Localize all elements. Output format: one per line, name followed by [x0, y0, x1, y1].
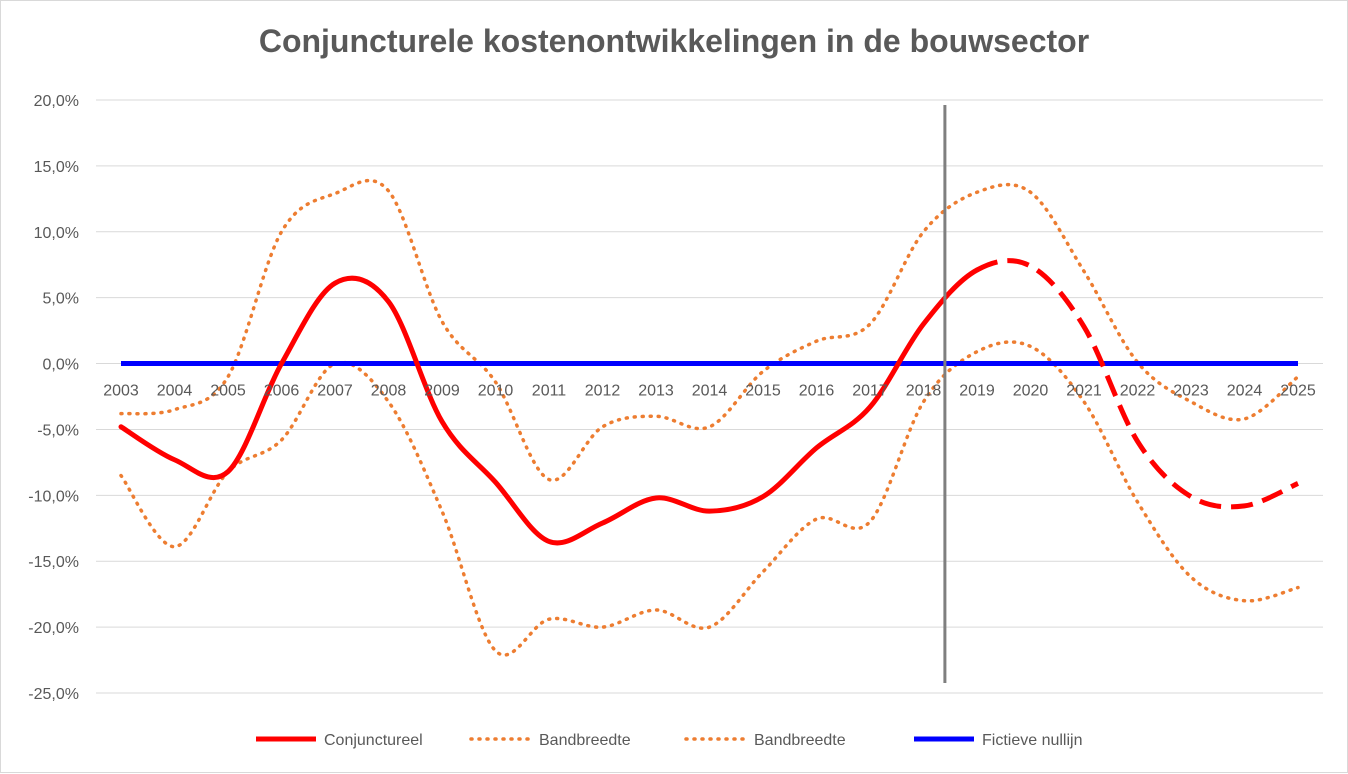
x-tick-label: 2021	[1066, 383, 1102, 400]
x-tick-label: 2007	[317, 383, 353, 400]
y-tick-label: 20,0%	[34, 93, 79, 110]
y-tick-label: 10,0%	[34, 225, 79, 242]
x-tick-label: 2012	[585, 383, 621, 400]
conjunctureel-line-actual	[118, 267, 980, 546]
conjunctureel-line-forecast	[975, 258, 1300, 510]
y-tick-label: 5,0%	[43, 291, 79, 308]
x-tick-label: 2005	[210, 383, 246, 400]
y-tick-label: 15,0%	[34, 159, 79, 176]
x-tick-label: 2019	[959, 383, 995, 400]
y-tick-label: -20,0%	[28, 620, 79, 637]
y-tick-label: 0,0%	[43, 357, 79, 374]
y-tick-label: -10,0%	[28, 488, 79, 505]
y-tick-label: -15,0%	[28, 554, 79, 571]
band-line-2	[119, 340, 1300, 657]
x-tick-label: 2023	[1173, 383, 1209, 400]
band-line-1	[119, 178, 1300, 482]
x-tick-label: 2013	[638, 383, 674, 400]
x-tick-label: 2016	[799, 383, 835, 400]
legend-label: Bandbreedte	[539, 732, 631, 749]
x-tick-label: 2003	[103, 383, 139, 400]
x-tick-label: 2020	[1013, 383, 1049, 400]
x-tick-label: 2018	[906, 383, 942, 400]
x-tick-label: 2008	[371, 383, 407, 400]
x-tick-label: 2004	[157, 383, 193, 400]
x-tick-label: 2017	[852, 383, 888, 400]
y-tick-label: -5,0%	[37, 422, 79, 439]
y-tick-label: -25,0%	[28, 686, 79, 703]
x-tick-label: 2006	[264, 383, 300, 400]
x-tick-label: 2015	[745, 383, 781, 400]
x-tick-label: 2010	[478, 383, 514, 400]
x-tick-label: 2024	[1227, 383, 1263, 400]
x-tick-label: 2014	[692, 383, 728, 400]
x-tick-label: 2011	[532, 383, 567, 400]
legend-label: Bandbreedte	[754, 732, 846, 749]
chart-title: Conjuncturele kostenontwikkelingen in de…	[258, 23, 1090, 59]
legend-label: Fictieve nullijn	[982, 732, 1082, 749]
x-tick-label: 2025	[1280, 383, 1316, 400]
x-tick-label: 2022	[1120, 383, 1156, 400]
legend-label: Conjunctureel	[324, 732, 423, 749]
x-tick-label: 2009	[424, 383, 460, 400]
